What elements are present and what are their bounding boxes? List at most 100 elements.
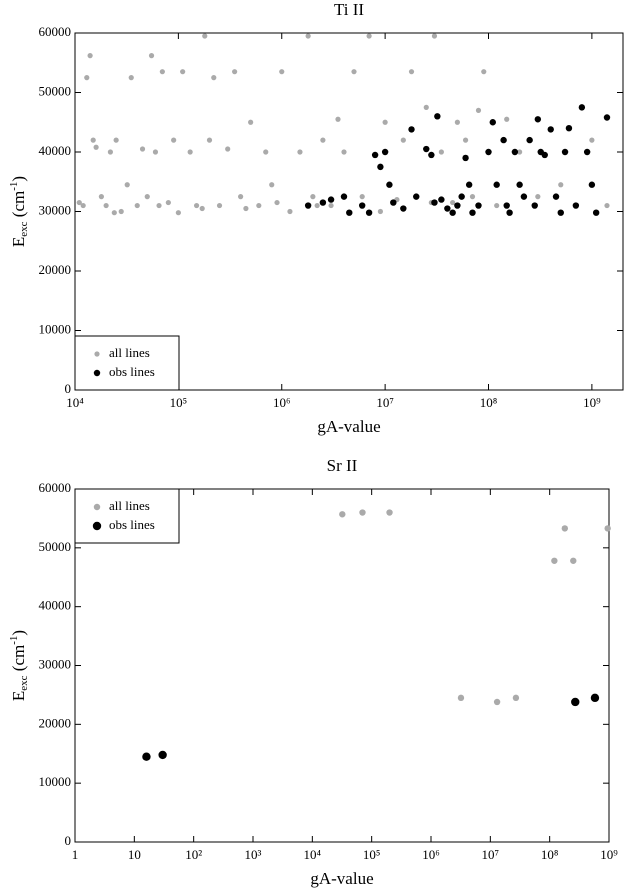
chart-panel: Sr II gA-value Eexc (cm-1) 0 10000 20000 30000… [8,456,619,888]
data-point [469,209,476,216]
data-point [503,202,510,209]
x-axis-label: gA-value [317,417,380,436]
data-point [423,104,429,110]
data-point [328,202,334,209]
data-point [327,196,335,203]
data-point [438,149,444,155]
data-point [551,557,558,564]
data-point [80,202,86,209]
data-point [305,33,311,39]
data-point [118,208,124,215]
y-axis-label-part: E [9,237,28,247]
legend-marker [93,503,101,511]
x-tick-label: 10⁷ [376,395,394,410]
legend-marker [93,369,101,377]
data-point [377,163,384,171]
data-point [462,137,469,143]
legend-marker [92,521,102,531]
data-point [423,145,430,153]
data-point [493,181,500,188]
x-tick-label: 10⁶ [273,395,291,410]
y-axis-label-part: E [9,691,28,701]
data-point [400,137,406,143]
data-point [475,107,482,113]
y-tick-label: 50000 [39,539,72,554]
data-point [434,113,441,120]
data-point [335,116,341,122]
y-tick-label: 60000 [39,24,72,39]
data-point [193,202,200,209]
x-tick-label: 10⁶ [422,847,440,862]
data-point [572,202,580,209]
data-point [541,151,548,159]
y-tick-label: 30000 [39,656,72,671]
x-tick-label: 10 [128,847,141,862]
data-point [578,104,586,111]
data-point [341,149,347,155]
data-point [517,149,523,155]
data-point [279,69,285,75]
data-point [365,209,373,216]
data-point [475,202,482,209]
data-point [128,75,134,81]
data-point [512,694,520,702]
data-point [469,194,476,200]
data-point [382,119,388,125]
data-point [238,194,244,200]
legend-box [74,488,180,544]
y-axis-label-part: exc [18,675,30,690]
x-tick-label: 1 [72,847,79,862]
data-point [438,196,445,203]
data-point [139,146,146,152]
data-point [511,148,519,156]
legend: all lines obs lines [74,335,180,391]
data-point [216,202,223,209]
y-tick-label: 60000 [39,480,72,495]
chart-panel: Ti II gA-value Eexc (cm-1) 0 10000 20000 30000… [8,0,624,436]
data-point [583,148,591,156]
y-axis-label-part: ) [9,176,28,182]
data-point [561,148,569,156]
data-point [211,75,217,81]
data-point [156,202,162,209]
y-tick-label: 0 [65,833,72,848]
data-point [314,202,320,209]
y-axis-label: Eexc (cm-1) [8,630,30,701]
data-point [386,181,393,188]
data-point [408,126,415,133]
data-point [107,149,113,155]
data-point [319,199,327,206]
y-tick-label: 40000 [39,143,72,158]
data-point [485,148,492,156]
data-point [506,209,513,216]
data-point [516,181,523,188]
data-point [202,33,208,39]
data-point [557,209,564,216]
data-point [256,202,262,209]
data-point [124,182,130,188]
data-point [346,209,353,216]
y-axis-label-part: -1 [8,182,20,191]
data-point [206,137,213,143]
data-point [590,693,600,703]
data-point [165,199,171,206]
data-point [366,33,372,39]
data-point [339,511,346,518]
y-tick-label: 0 [65,381,72,396]
x-tick-label: 10³ [245,847,262,862]
data-point [274,199,280,206]
data-point [458,193,465,200]
data-point [535,194,541,200]
data-point [358,202,366,209]
data-point [287,208,293,215]
data-point [457,694,465,702]
data-point [604,202,610,209]
data-point [320,137,326,143]
data-point [493,698,501,706]
data-point [454,119,460,125]
data-point [232,69,238,75]
data-point [400,205,407,212]
data-point [111,210,117,216]
y-tick-label: 20000 [39,715,72,730]
data-point [371,151,379,159]
